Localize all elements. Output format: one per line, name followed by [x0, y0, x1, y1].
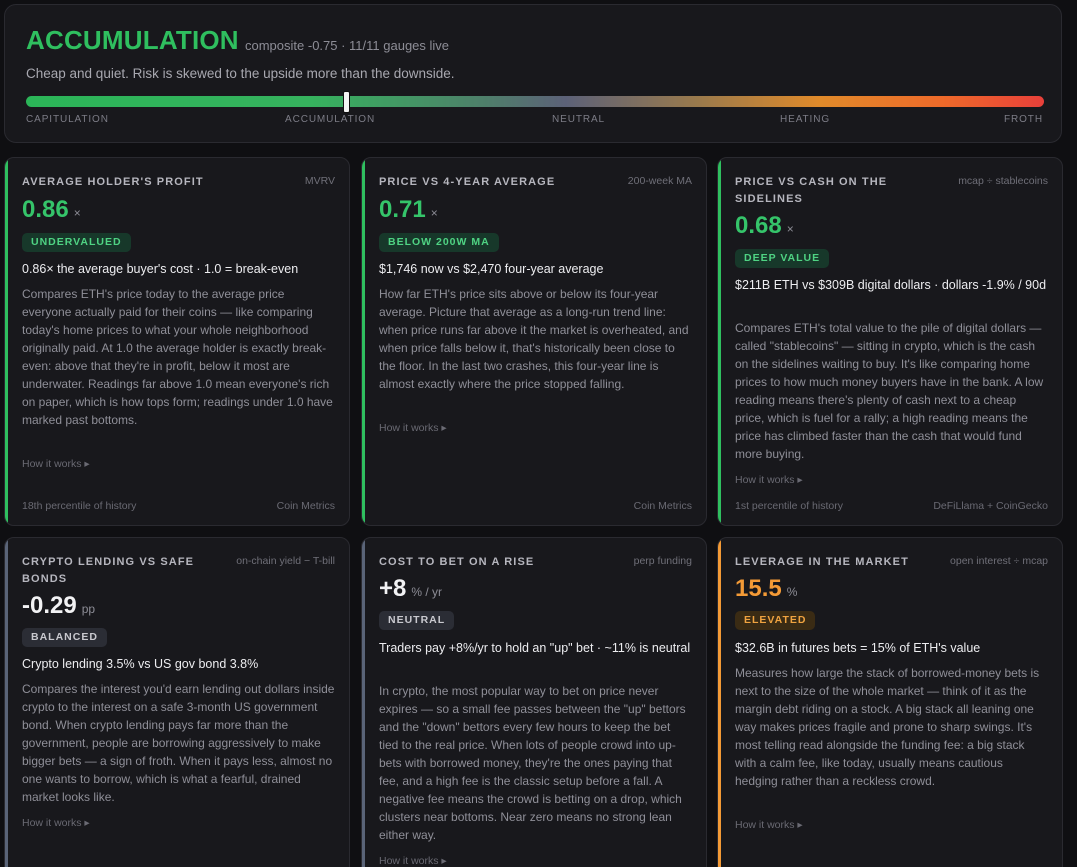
card-source: 200-week MA [627, 175, 692, 187]
gauge-label-neutral: NEUTRAL [552, 114, 605, 125]
card-value: 0.71 × [379, 196, 438, 223]
regime-title: ACCUMULATION [26, 25, 239, 55]
card-accent [5, 158, 8, 525]
gauge-card-200w-ma: PRICE VS 4-YEAR AVERAGE 200-week MA 0.71… [361, 157, 707, 526]
card-description: Measures how large the stack of borrowed… [735, 666, 1040, 788]
regime-summary-panel: ACCUMULATION composite -0.75 · 11/11 gau… [4, 4, 1062, 143]
how-it-works-toggle[interactable]: How it works ▸ [379, 422, 447, 434]
gauge-label-froth: FROTH [1004, 114, 1043, 125]
card-title: PRICE VS 4-YEAR AVERAGE [379, 176, 556, 188]
how-it-works-toggle[interactable]: How it works ▸ [22, 458, 90, 470]
card-headline: $211B ETH vs $309B digital dollars · dol… [735, 278, 1047, 292]
card-headline: $1,746 now vs $2,470 four-year average [379, 262, 604, 276]
gauge-card-funding-rate: COST TO BET ON A RISE perp funding +8% /… [361, 537, 707, 867]
card-accent [5, 538, 8, 867]
gauge-label-capitulation: CAPITULATION [26, 114, 109, 125]
card-value: 0.86 × [22, 196, 81, 223]
regime-gauge-marker [343, 91, 351, 113]
card-headline: $32.6B in futures bets = 15% of ETH's va… [735, 641, 981, 655]
gauge-label-accumulation: ACCUMULATION [285, 114, 376, 125]
gauge-card-stablecoin-ratio: PRICE VS CASH ON THE SIDELINES mcap ÷ st… [717, 157, 1063, 526]
card-title: PRICE VS CASH ON THE SIDELINES [735, 176, 888, 205]
composite-meta: composite -0.75 · 11/11 gauges live [245, 38, 450, 53]
card-description: In crypto, the most popular way to bet o… [379, 684, 686, 842]
card-percentile: 18th percentile of history [22, 500, 137, 512]
card-description: Compares the interest you'd earn lending… [22, 682, 335, 804]
card-accent [362, 158, 365, 525]
card-accent [362, 538, 365, 867]
status-badge: ELEVATED [735, 611, 816, 630]
card-title: LEVERAGE IN THE MARKET [735, 556, 909, 568]
card-accent [718, 158, 721, 525]
card-value: -0.29 pp [22, 592, 96, 619]
card-accent [718, 538, 721, 867]
card-unit: × [430, 206, 438, 220]
card-description: How far ETH's price sits above or below … [379, 287, 689, 391]
card-source: mcap ÷ stablecoins [958, 175, 1048, 187]
card-percentile: 1st percentile of history [735, 500, 843, 512]
how-it-works-toggle[interactable]: How it works ▸ [735, 819, 803, 831]
card-headline: Traders pay +8%/yr to hold an "up" bet ·… [379, 641, 691, 655]
status-badge: BELOW 200W MA [379, 233, 499, 252]
card-title: AVERAGE HOLDER'S PROFIT [22, 176, 204, 188]
status-badge: BALANCED [22, 628, 107, 647]
card-unit: % [786, 585, 798, 599]
card-unit: % / yr [411, 585, 443, 599]
card-source: perp funding [633, 555, 692, 567]
card-value: +8% / yr [379, 575, 443, 602]
how-it-works-toggle[interactable]: How it works ▸ [22, 817, 90, 829]
card-data-source: Coin Metrics [276, 500, 335, 512]
card-title: CRYPTO LENDING VS SAFE BONDS [22, 556, 195, 585]
gauge-card-leverage: LEVERAGE IN THE MARKET open interest ÷ m… [717, 537, 1063, 867]
card-unit: × [786, 222, 794, 236]
card-value: 0.68 × [735, 212, 794, 239]
card-source: open interest ÷ mcap [950, 555, 1048, 567]
card-unit: × [73, 206, 81, 220]
card-description: Compares ETH's price today to the averag… [22, 287, 333, 427]
status-badge: DEEP VALUE [735, 249, 830, 268]
card-source: MVRV [304, 175, 335, 187]
card-title: COST TO BET ON A RISE [379, 556, 535, 568]
regime-description: Cheap and quiet. Risk is skewed to the u… [26, 66, 455, 81]
gauge-card-mvrv: AVERAGE HOLDER'S PROFIT MVRV 0.86 × UNDER… [4, 157, 350, 526]
how-it-works-toggle[interactable]: How it works ▸ [379, 855, 447, 867]
status-badge: NEUTRAL [379, 611, 455, 630]
how-it-works-toggle[interactable]: How it works ▸ [735, 474, 803, 486]
card-source: on-chain yield − T-bill [236, 555, 335, 567]
card-headline: 0.86× the average buyer's cost · 1.0 = b… [22, 262, 299, 276]
gauge-card-lending-spread: CRYPTO LENDING VS SAFE BONDS on-chain yi… [4, 537, 350, 867]
regime-gauge-bar [26, 96, 1044, 107]
gauge-label-heating: HEATING [780, 114, 831, 125]
card-unit: pp [81, 602, 96, 616]
card-headline: Crypto lending 3.5% vs US gov bond 3.8% [22, 657, 259, 671]
card-description: Compares ETH's total value to the pile o… [735, 321, 1044, 461]
card-data-source: Coin Metrics [633, 500, 692, 512]
status-badge: UNDERVALUED [22, 233, 131, 252]
card-value: 15.5% [735, 575, 798, 602]
card-data-source: DeFiLlama + CoinGecko [933, 500, 1048, 512]
